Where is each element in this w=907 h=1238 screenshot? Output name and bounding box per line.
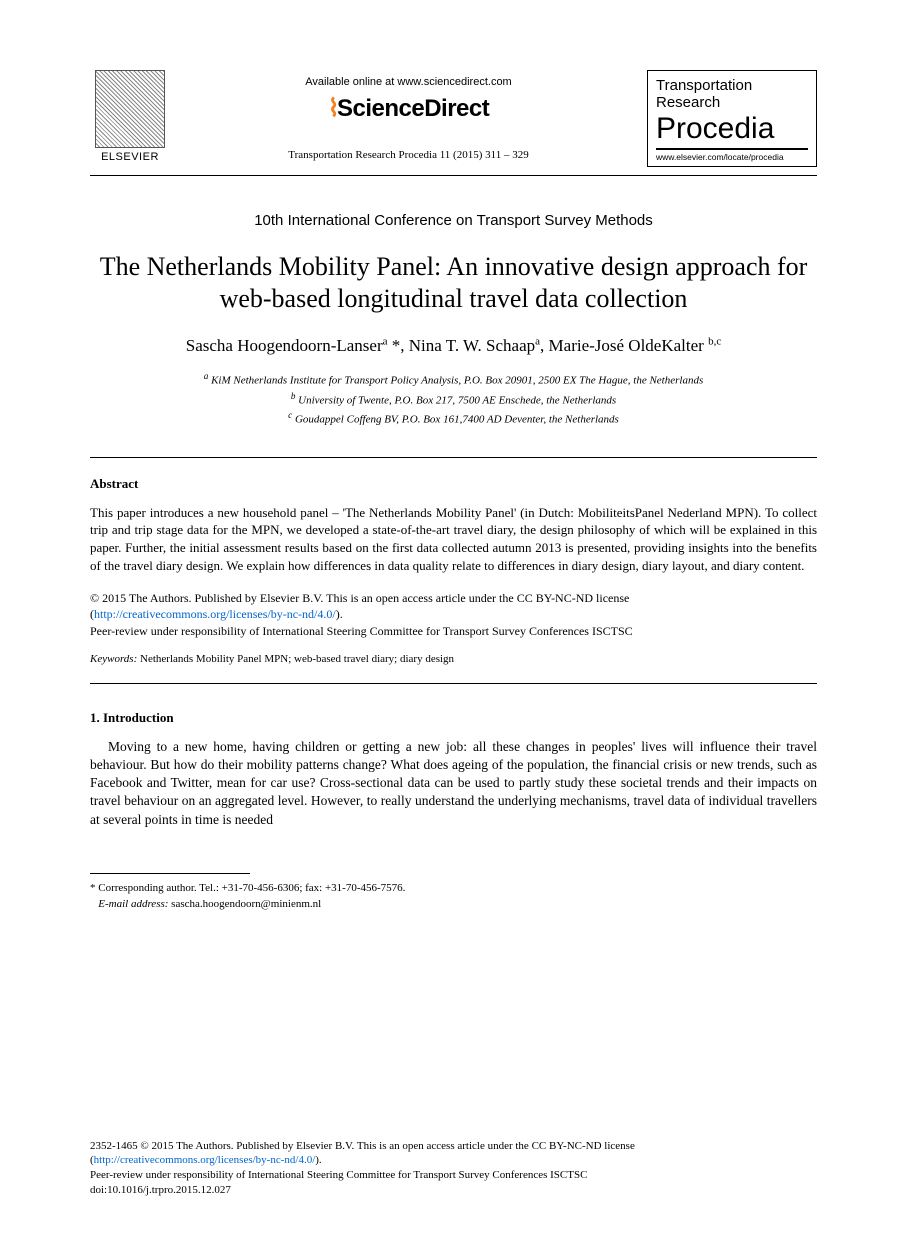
author-3: Marie-José OldeKalter b,c (549, 336, 722, 355)
page-footer: 2352-1465 © 2015 The Authors. Published … (90, 1139, 817, 1198)
sciencedirect-logo: ⌇ScienceDirect (170, 94, 647, 123)
license-peer-review: Peer-review under responsibility of Inte… (90, 624, 633, 638)
footnote-rule (90, 873, 250, 874)
affil-a-text: KiM Netherlands Institute for Transport … (211, 375, 703, 387)
corr-email-line: E-mail address: sascha.hoogendoorn@minie… (90, 896, 817, 913)
corresponding-author-footnote: * Corresponding author. Tel.: +31-70-456… (90, 880, 817, 913)
email-address: sascha.hoogendoorn@minienm.nl (171, 898, 321, 910)
license-link[interactable]: http://creativecommons.org/licenses/by-n… (94, 607, 336, 621)
section-1-body: Moving to a new home, having children or… (90, 738, 817, 829)
sciencedirect-text: ScienceDirect (337, 95, 489, 122)
keywords-label: Keywords: (90, 653, 137, 665)
license-line1: © 2015 The Authors. Published by Elsevie… (90, 591, 629, 605)
elsevier-tree-icon (95, 70, 165, 148)
rule-below-keywords (90, 683, 817, 684)
affil-a: a KiM Netherlands Institute for Transpor… (90, 370, 817, 390)
author-3-aff: b,c (708, 336, 721, 348)
elsevier-label: ELSEVIER (90, 151, 170, 163)
author-1-name: Sascha Hoogendoorn-Lanser (186, 336, 383, 355)
footer-issn: 2352-1465 © 2015 The Authors. Published … (90, 1140, 635, 1152)
citation-line: Transportation Research Procedia 11 (201… (170, 149, 647, 161)
email-label: E-mail address: (98, 898, 168, 910)
procedia-url: www.elsevier.com/locate/procedia (656, 152, 808, 162)
section-1-heading: 1. Introduction (90, 710, 817, 726)
keywords-line: Keywords: Netherlands Mobility Panel MPN… (90, 653, 817, 665)
conference-name: 10th International Conference on Transpo… (90, 212, 817, 229)
corr-author-line: * Corresponding author. Tel.: +31-70-456… (90, 880, 817, 897)
affil-b: b University of Twente, P.O. Box 217, 75… (90, 390, 817, 410)
elsevier-logo-block: ELSEVIER (90, 70, 170, 163)
author-2-name: Nina T. W. Schaap (409, 336, 535, 355)
available-online-text: Available online at www.sciencedirect.co… (170, 76, 647, 88)
procedia-line2: Research (656, 94, 808, 111)
paper-title: The Netherlands Mobility Panel: An innov… (90, 251, 817, 316)
author-2: Nina T. W. Schaapa, (409, 336, 549, 355)
author-1-aff: a (383, 336, 388, 348)
affil-c-text: Goudappel Coffeng BV, P.O. Box 161,7400 … (295, 414, 619, 426)
footer-license-link[interactable]: http://creativecommons.org/licenses/by-n… (94, 1154, 316, 1166)
rule-above-abstract (90, 457, 817, 458)
abstract-heading: Abstract (90, 476, 817, 492)
authors-line: Sascha Hoogendoorn-Lansera *, Nina T. W.… (90, 336, 817, 357)
procedia-big: Procedia (656, 112, 808, 150)
affil-c: c Goudappel Coffeng BV, P.O. Box 161,740… (90, 409, 817, 429)
affil-b-text: University of Twente, P.O. Box 217, 7500… (298, 394, 616, 406)
procedia-logo-block: Transportation Research Procedia www.els… (647, 70, 817, 167)
keywords-text: Netherlands Mobility Panel MPN; web-base… (140, 653, 454, 665)
author-3-name: Marie-José OldeKalter (549, 336, 704, 355)
footer-peer-review: Peer-review under responsibility of Inte… (90, 1169, 587, 1181)
affiliations: a KiM Netherlands Institute for Transpor… (90, 370, 817, 429)
author-1: Sascha Hoogendoorn-Lansera *, (186, 336, 409, 355)
author-2-aff: a (535, 336, 540, 348)
procedia-line1: Transportation (656, 77, 808, 94)
footer-doi: doi:10.1016/j.trpro.2015.12.027 (90, 1184, 231, 1196)
page-header: ELSEVIER Available online at www.science… (90, 70, 817, 167)
header-center: Available online at www.sciencedirect.co… (170, 70, 647, 161)
abstract-body: This paper introduces a new household pa… (90, 504, 817, 574)
header-rule (90, 175, 817, 176)
license-block: © 2015 The Authors. Published by Elsevie… (90, 590, 817, 639)
